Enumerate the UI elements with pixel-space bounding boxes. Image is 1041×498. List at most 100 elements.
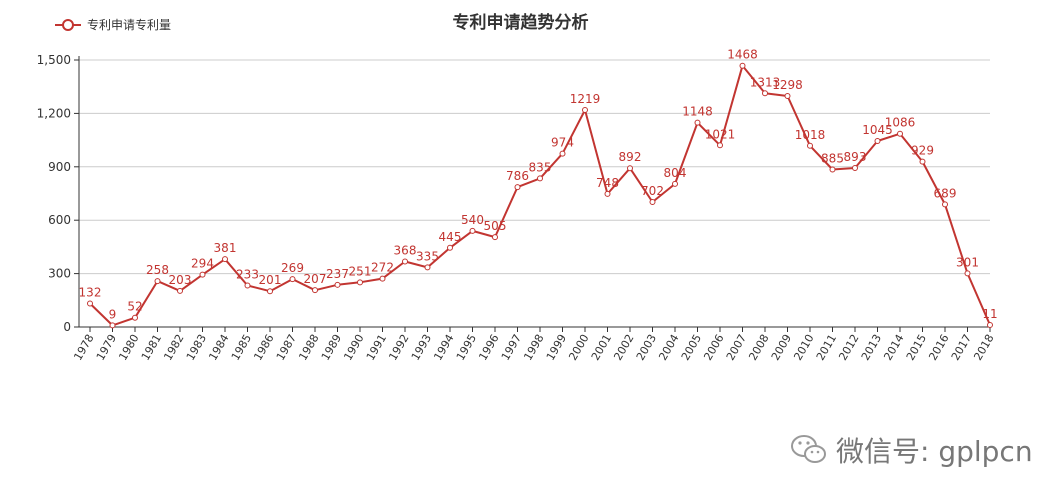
data-point	[852, 165, 858, 172]
data-label: 1148	[682, 105, 713, 119]
x-tick-label: 1988	[296, 332, 321, 363]
data-label: 1298	[772, 78, 803, 92]
data-label: 1086	[885, 116, 916, 130]
data-label: 237	[326, 267, 349, 281]
data-point	[244, 282, 251, 289]
legend[interactable]: 专利申请专利量	[55, 16, 171, 33]
data-point	[87, 300, 93, 307]
y-tick-label: 600	[48, 213, 71, 227]
x-tick-label: 1999	[544, 332, 569, 363]
data-point	[964, 270, 971, 277]
data-label: 1219	[570, 92, 601, 106]
data-point	[897, 130, 903, 137]
x-tick-label: 1982	[161, 332, 186, 363]
data-label: 1468	[727, 48, 758, 62]
data-point	[739, 62, 746, 69]
data-label: 445	[439, 230, 462, 244]
legend-label: 专利申请专利量	[87, 18, 172, 32]
data-point	[312, 287, 318, 294]
x-tick-label: 2018	[971, 332, 996, 363]
data-label: 269	[281, 261, 304, 275]
data-point	[604, 190, 611, 197]
x-tick-label: 2006	[701, 332, 726, 363]
x-tick-label: 1991	[364, 332, 389, 363]
data-point	[199, 271, 206, 278]
data-point	[987, 322, 993, 329]
x-tick-label: 1997	[499, 332, 524, 363]
watermark: 微信号: gplpcn	[790, 430, 1033, 470]
x-tick-label: 2014	[881, 332, 906, 363]
x-tick-label: 1980	[116, 332, 141, 363]
data-point	[762, 90, 768, 97]
data-label: 335	[416, 249, 439, 263]
data-label: 892	[619, 150, 642, 164]
x-tick-label: 2008	[746, 332, 771, 363]
data-point	[267, 288, 273, 295]
y-tick-label: 300	[48, 267, 71, 281]
data-point	[447, 244, 453, 251]
x-tick-label: 2012	[836, 332, 861, 363]
data-label: 381	[214, 241, 237, 255]
data-label: 132	[79, 286, 102, 300]
x-tick-label: 1996	[476, 332, 501, 363]
data-label: 201	[259, 273, 282, 287]
x-tick-label: 2017	[949, 332, 974, 363]
x-tick-label: 2001	[589, 332, 614, 363]
data-label: 1021	[705, 127, 736, 141]
x-tick-label: 2004	[656, 332, 681, 363]
data-label: 1313	[750, 75, 781, 89]
x-tick-label: 2000	[566, 332, 591, 363]
data-label: 9	[109, 307, 117, 321]
data-label: 974	[551, 136, 574, 150]
data-point	[672, 180, 678, 187]
data-label: 786	[506, 169, 529, 183]
data-point	[582, 107, 588, 114]
data-label: 804	[664, 166, 687, 180]
data-label: 885	[821, 151, 844, 165]
data-label: 1045	[862, 123, 893, 137]
data-label: 505	[484, 219, 507, 233]
data-label: 207	[304, 272, 327, 286]
x-tick-label: 1985	[229, 332, 254, 363]
x-tick-label: 1995	[454, 332, 479, 363]
data-point	[154, 278, 161, 285]
data-point	[649, 199, 656, 206]
x-tick-label: 1983	[184, 332, 209, 363]
x-tick-label: 1981	[139, 332, 164, 363]
x-tick-label: 2002	[611, 332, 636, 363]
data-point	[829, 166, 836, 173]
x-tick-label: 1986	[251, 332, 276, 363]
x-tick-label: 1978	[71, 332, 96, 363]
data-point	[807, 142, 813, 149]
y-tick-label: 1,200	[37, 106, 71, 120]
data-label: 258	[146, 263, 169, 277]
data-label: 368	[394, 243, 417, 257]
x-tick-label: 2010	[791, 332, 816, 363]
data-point	[537, 175, 543, 182]
wechat-icon	[791, 435, 826, 463]
x-tick-label: 2009	[769, 332, 794, 363]
x-tick-label: 1994	[431, 332, 456, 363]
legend-marker-icon	[55, 18, 81, 32]
data-label: 294	[191, 257, 214, 271]
x-tick-label: 1990	[341, 332, 366, 363]
y-tick-label: 0	[63, 320, 71, 334]
series-line	[89, 64, 991, 327]
y-tick-label: 900	[48, 160, 71, 174]
data-label: 748	[596, 176, 619, 190]
data-label: 203	[169, 273, 192, 287]
data-point	[627, 165, 633, 172]
x-tick-label: 1987	[274, 332, 299, 363]
data-label: 301	[956, 255, 979, 269]
data-point	[784, 92, 791, 99]
x-tick-label: 2005	[679, 332, 704, 363]
data-label: 233	[236, 268, 259, 282]
data-point	[919, 158, 926, 165]
watermark-text: 微信号: gplpcn	[836, 435, 1033, 468]
chart-title: 专利申请趋势分析	[452, 13, 589, 33]
data-label: 1018	[795, 128, 826, 142]
data-point	[717, 142, 723, 149]
data-label: 689	[934, 186, 957, 200]
x-tick-label: 2015	[904, 332, 929, 363]
data-point	[874, 137, 881, 144]
